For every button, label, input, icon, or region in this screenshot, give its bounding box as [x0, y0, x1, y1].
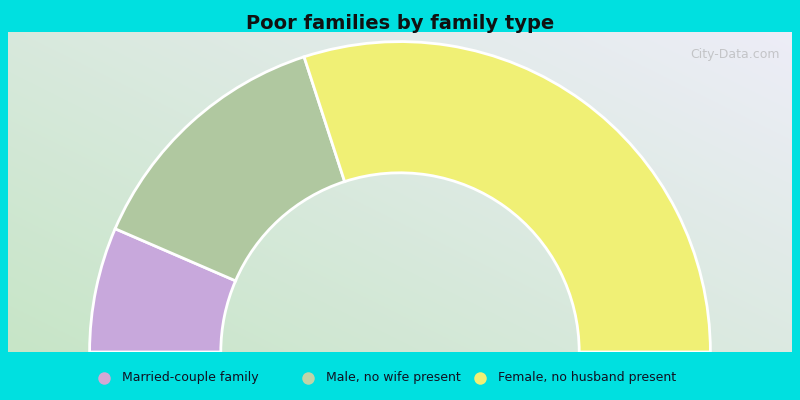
Wedge shape	[304, 42, 710, 352]
Text: Female, no husband present: Female, no husband present	[498, 372, 676, 384]
Text: Poor families by family type: Poor families by family type	[246, 14, 554, 33]
Wedge shape	[90, 229, 235, 352]
Text: Male, no wife present: Male, no wife present	[326, 372, 460, 384]
Text: Married-couple family: Married-couple family	[122, 372, 258, 384]
Wedge shape	[115, 57, 345, 281]
Text: City-Data.com: City-Data.com	[690, 48, 780, 61]
